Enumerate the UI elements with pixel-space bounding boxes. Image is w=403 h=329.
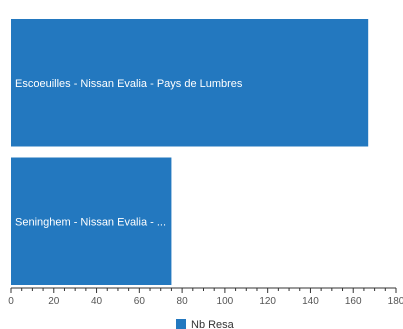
x-tick-label: 140 <box>302 296 319 307</box>
x-tick-label: 0 <box>8 296 14 307</box>
x-tick-label: 20 <box>48 296 60 307</box>
x-tick-label: 40 <box>91 296 103 307</box>
x-tick-label: 120 <box>259 296 276 307</box>
x-tick-label: 180 <box>388 296 403 307</box>
bar[interactable] <box>11 157 172 286</box>
bar-category-label: Seninghem - Nissan Evalia - ... <box>15 216 166 228</box>
legend-swatch[interactable] <box>176 319 186 329</box>
x-tick-label: 80 <box>177 296 189 307</box>
bars-layer: Escoeuilles - Nissan Evalia - Pays de Lu… <box>11 19 369 286</box>
legend-label[interactable]: Nb Resa <box>191 319 235 329</box>
legend: Nb Resa <box>176 319 235 329</box>
x-tick-label: 60 <box>134 296 146 307</box>
bar-category-label: Escoeuilles - Nissan Evalia - Pays de Lu… <box>15 78 243 90</box>
bar[interactable] <box>11 19 369 147</box>
x-axis: 0 20 40 60 80 100 120 140 160 180 <box>8 287 403 307</box>
x-tick-label: 100 <box>217 296 234 307</box>
x-tick-label: 160 <box>345 296 362 307</box>
